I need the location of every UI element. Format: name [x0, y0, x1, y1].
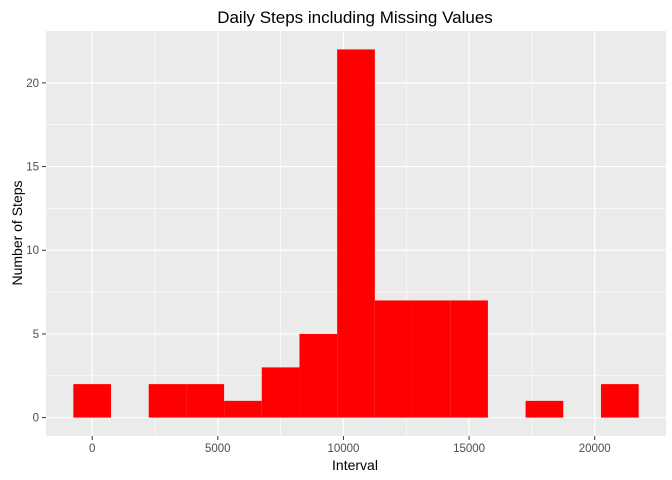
histogram-bar	[73, 384, 112, 418]
y-axis-ticks: 0 5 10 15 20	[26, 78, 46, 425]
histogram-bar	[337, 49, 375, 418]
x-tick-label: 10000	[327, 443, 359, 455]
histogram-bar	[600, 384, 639, 418]
histogram-bar	[374, 300, 413, 418]
y-tick-label: 5	[33, 329, 39, 341]
x-tick-label: 0	[89, 443, 95, 455]
histogram-bar	[148, 384, 187, 418]
histogram-bar	[261, 367, 300, 418]
x-axis-title: Interval	[332, 457, 378, 473]
histogram-bar	[299, 333, 338, 418]
histogram-bar	[450, 300, 488, 418]
y-tick-label: 0	[33, 413, 39, 425]
histogram-bar	[525, 400, 564, 418]
histogram-bar	[186, 384, 225, 418]
histogram-bar	[224, 400, 262, 418]
y-tick-label: 10	[26, 245, 39, 257]
chart-title: Daily Steps including Missing Values	[217, 8, 493, 27]
x-tick-label: 5000	[205, 443, 231, 455]
y-axis-title: Number of Steps	[9, 180, 25, 285]
x-tick-label: 15000	[453, 443, 485, 455]
x-tick-label: 20000	[579, 443, 611, 455]
histogram-bar	[412, 300, 451, 418]
x-axis-ticks: 0 5000 10000 15000 20000	[89, 436, 611, 455]
y-tick-label: 20	[26, 78, 39, 90]
y-tick-label: 15	[26, 162, 39, 174]
histogram-bars	[73, 49, 639, 418]
